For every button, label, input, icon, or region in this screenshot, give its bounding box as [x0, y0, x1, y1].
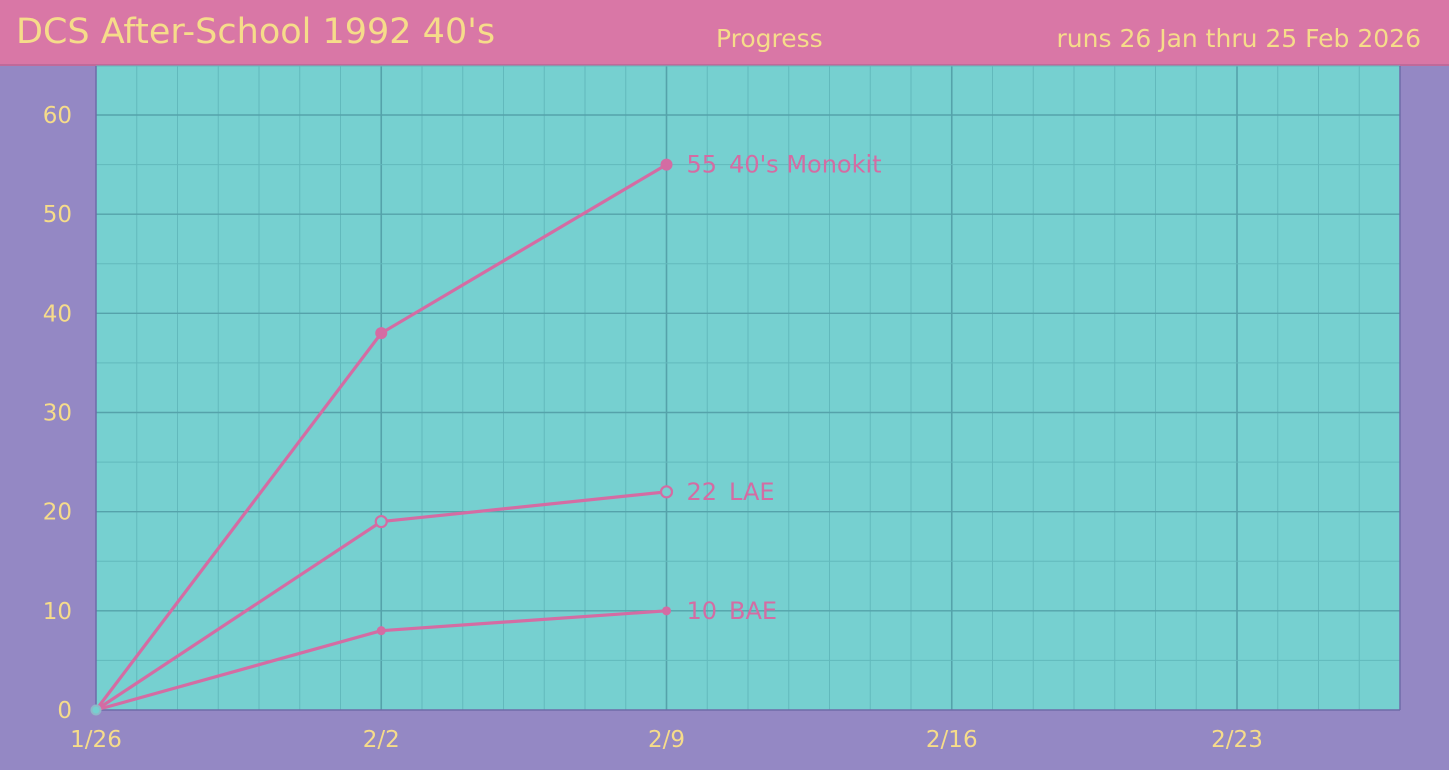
- grid: [96, 65, 1400, 710]
- data-point: [662, 606, 671, 616]
- data-point: [660, 158, 673, 171]
- x-tick-label: 1/26: [70, 727, 122, 753]
- y-tick-label: 10: [43, 599, 72, 625]
- data-point: [374, 514, 388, 529]
- series-end-value: 55: [687, 151, 718, 179]
- series-end-value: 10: [687, 597, 718, 625]
- x-tick-label: 2/9: [648, 727, 685, 753]
- header-bar: DCS After-School 1992 40's Progress runs…: [0, 0, 1449, 66]
- y-tick-label: 0: [57, 698, 72, 724]
- y-tick-label: 20: [43, 500, 72, 526]
- series-name: LAE: [729, 478, 775, 506]
- y-tick-label: 60: [43, 103, 72, 129]
- axes: 0 10 20 30 40 50 60 1/26 2/2 2/9 2/16 2/23: [43, 66, 1401, 753]
- series-end-label: 55 40's Monokit: [687, 151, 882, 179]
- series-bae: 10 BAE: [95, 597, 778, 712]
- data-point: [375, 327, 388, 340]
- x-tick-label: 2/16: [926, 727, 978, 753]
- series-end-label: 10 BAE: [687, 597, 778, 625]
- series-name: BAE: [729, 597, 777, 625]
- origin-point: [90, 704, 102, 716]
- chart-subtitle: Progress: [716, 24, 823, 53]
- x-tick-label: 2/2: [363, 727, 400, 753]
- series-lae: 22 LAE: [95, 478, 775, 712]
- x-tick-label: 2/23: [1211, 727, 1263, 753]
- series-end-value: 22: [687, 478, 718, 506]
- date-range-label: runs 26 Jan thru 25 Feb 2026: [1056, 24, 1422, 53]
- series-end-label: 22 LAE: [687, 478, 775, 506]
- series-name: 40's Monokit: [729, 151, 882, 179]
- y-tick-label: 40: [43, 301, 72, 327]
- series: 55 40's Monokit 22 LAE 10 BAE: [90, 151, 882, 716]
- y-tick-label: 30: [43, 401, 72, 427]
- app-title: DCS After-School 1992 40's: [16, 12, 496, 52]
- data-point: [659, 485, 674, 499]
- series-40-s-monokit: 55 40's Monokit: [94, 151, 882, 711]
- data-point: [376, 626, 386, 636]
- y-tick-label: 50: [43, 202, 72, 228]
